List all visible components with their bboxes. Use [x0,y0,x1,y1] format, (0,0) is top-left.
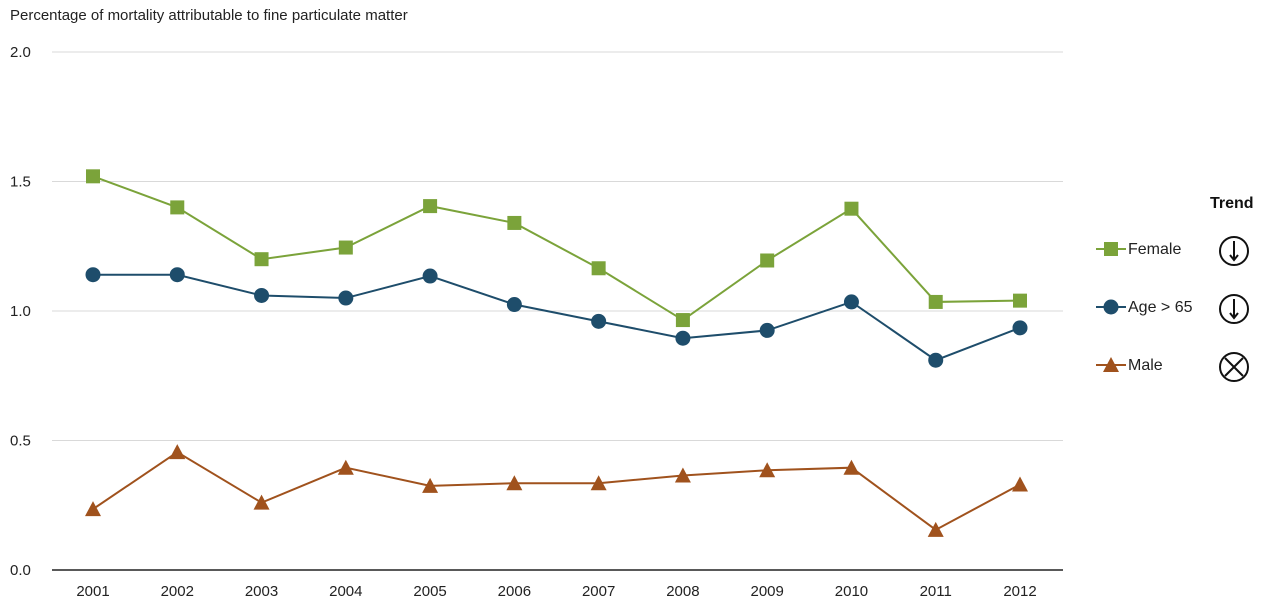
data-point [759,322,775,338]
data-point [591,313,607,329]
y-tick-label: 1.5 [10,174,31,191]
data-point [170,200,185,215]
data-point [1012,476,1028,492]
triangle-marker-icon [1096,357,1126,372]
circle-marker-icon [1096,299,1126,315]
data-point [506,475,523,491]
y-axis-title: Percentage of mortality attributable to … [10,7,408,24]
legend-label: Male [1128,357,1163,374]
data-point [759,462,776,478]
legend: Trend Female Age > 65 Male [1090,195,1270,395]
data-point [423,199,438,214]
series-line [93,273,1021,362]
legend-item-female: Female [1090,235,1270,266]
y-tick-label: 1.0 [10,303,31,320]
data-point [928,294,943,309]
y-tick-label: 0.0 [10,562,31,579]
x-tick-label: 2008 [666,583,699,600]
x-tick-label: 2001 [76,583,109,600]
data-point [591,261,606,276]
data-point [507,215,522,230]
x-tick-label: 2004 [329,583,362,600]
data-point [927,521,944,537]
x-tick-label: 2006 [498,583,531,600]
data-point [675,330,691,346]
square-marker-icon [1096,242,1126,256]
data-point [86,169,100,184]
data-point [85,501,101,517]
trend-header: Trend [1210,195,1254,212]
data-point [844,201,859,216]
series-line [92,450,1021,532]
x-tick-label: 2005 [413,583,446,600]
data-point [254,287,270,303]
data-point [253,494,270,510]
data-point [590,475,607,491]
data-point [928,352,944,368]
data-point [674,467,691,483]
down-arrow-circle-icon [1219,236,1249,266]
legend-label: Female [1128,241,1182,258]
data-point [254,252,269,267]
x-tick-label: 2010 [835,583,868,600]
x-tick-label: 2003 [245,583,278,600]
y-tick-label: 2.0 [10,44,31,61]
legend-item-male: Male [1090,351,1270,382]
y-tick-label: 0.5 [10,433,31,450]
data-point [675,313,690,328]
data-point [85,267,101,283]
x-tick-label: 2009 [750,583,783,600]
data-point [337,459,354,475]
data-point [338,290,354,306]
data-point [169,444,186,460]
line-chart: 0.0 0.5 1.0 1.5 2.0 2001 2002 2003 2004 2005 2006 2… [10,44,1063,600]
legend-item-age-over-65: Age > 65 [1090,293,1270,324]
data-point [843,294,859,310]
down-arrow-circle-icon [1219,294,1249,324]
x-tick-label: 2012 [1003,583,1036,600]
data-point [422,268,438,284]
x-tick-label: 2007 [582,583,615,600]
data-point [422,477,439,493]
data-point [338,240,353,255]
legend-label: Age > 65 [1128,299,1193,316]
x-circle-icon [1219,352,1249,382]
x-tick-label: 2002 [161,583,194,600]
data-point [1013,293,1027,308]
data-point [843,459,860,475]
data-point [760,253,775,268]
data-point [169,267,185,283]
series-line [92,175,1021,322]
data-point [506,297,522,313]
x-tick-label: 2011 [920,583,952,600]
data-point [1012,320,1028,336]
